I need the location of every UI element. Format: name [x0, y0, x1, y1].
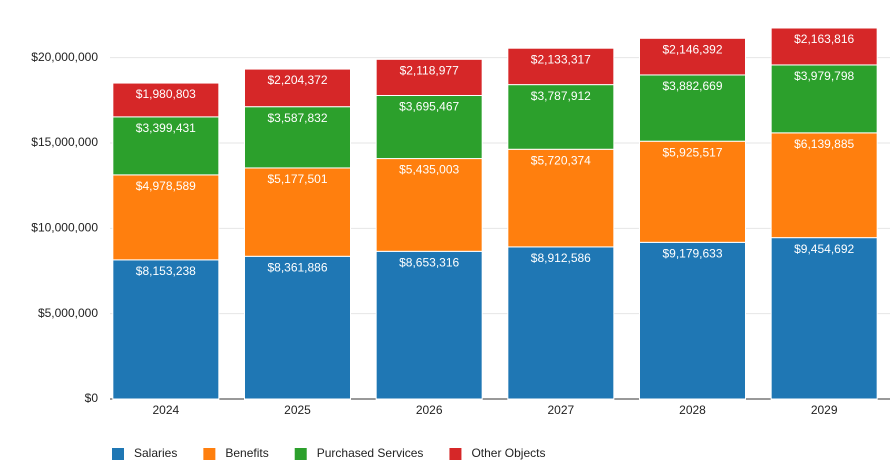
legend-label: Purchased Services	[317, 446, 424, 460]
data-label: $3,787,912	[531, 89, 591, 103]
bar-segment	[112, 259, 220, 400]
bar-segment	[507, 84, 615, 150]
bar-segment	[770, 27, 878, 66]
data-label: $4,978,589	[136, 179, 196, 193]
data-label: $2,146,392	[662, 42, 722, 56]
bar-segment	[244, 255, 351, 400]
data-label: $8,653,316	[399, 255, 459, 269]
y-tick-label: $15,000,000	[31, 135, 98, 149]
data-label: $5,435,003	[399, 163, 459, 177]
y-tick-label: $20,000,000	[31, 50, 98, 64]
legend-label: Other Objects	[471, 446, 545, 460]
bar-segment	[639, 37, 746, 76]
legend-swatch	[294, 448, 307, 460]
bar-segment	[112, 116, 220, 176]
data-label: $2,133,317	[531, 52, 591, 66]
y-tick-label: $0	[85, 391, 99, 405]
data-label: $2,118,977	[400, 63, 459, 77]
legend-label: Salaries	[134, 446, 177, 460]
bar-segment	[639, 241, 746, 400]
data-label: $2,204,372	[267, 73, 327, 87]
bar-segment	[244, 68, 351, 108]
data-label: $3,882,669	[662, 79, 722, 93]
data-label: $8,361,886	[267, 260, 327, 274]
bar-segment	[375, 94, 483, 160]
data-label: $6,139,885	[794, 137, 854, 151]
legend-swatch	[449, 448, 462, 460]
data-label: $5,720,374	[531, 153, 591, 167]
data-label: $3,979,798	[794, 69, 854, 83]
x-tick-label: 2027	[547, 403, 574, 417]
bar-segment	[639, 140, 746, 243]
data-label: $9,454,692	[794, 242, 854, 256]
data-label: $3,399,431	[136, 121, 196, 135]
data-label: $5,177,501	[267, 172, 327, 186]
data-label: $8,153,238	[136, 264, 196, 278]
legend-swatch	[112, 448, 124, 460]
bar-segment	[375, 58, 483, 96]
bar-segment	[507, 47, 615, 86]
data-label: $9,179,633	[662, 247, 722, 261]
data-label: $5,925,517	[662, 145, 722, 159]
legend-label: Benefits	[225, 446, 268, 460]
bar-segment	[770, 132, 878, 239]
data-label: $2,163,816	[794, 32, 854, 46]
bar-segment	[507, 148, 615, 248]
y-tick-label: $10,000,000	[31, 221, 98, 235]
x-tick-label: 2024	[152, 403, 179, 417]
x-tick-label: 2026	[416, 403, 443, 417]
bar-segment	[639, 74, 746, 142]
data-label: $3,695,467	[399, 100, 459, 114]
legend-swatch	[203, 448, 216, 460]
bar-segment	[112, 174, 220, 261]
x-tick-label: 2029	[811, 403, 838, 417]
data-label: $3,587,832	[267, 111, 327, 125]
bar-segment	[375, 158, 483, 252]
y-tick-label: $5,000,000	[38, 306, 98, 320]
x-tick-label: 2028	[679, 403, 706, 417]
bar-segment	[770, 64, 878, 134]
data-label: $1,980,803	[136, 87, 196, 101]
bar-segment	[507, 246, 615, 400]
bar-segment	[770, 237, 878, 400]
data-label: $8,912,586	[531, 251, 591, 265]
bar-segment	[112, 82, 220, 118]
x-tick-label: 2025	[284, 403, 311, 417]
bar-segment	[375, 250, 483, 400]
